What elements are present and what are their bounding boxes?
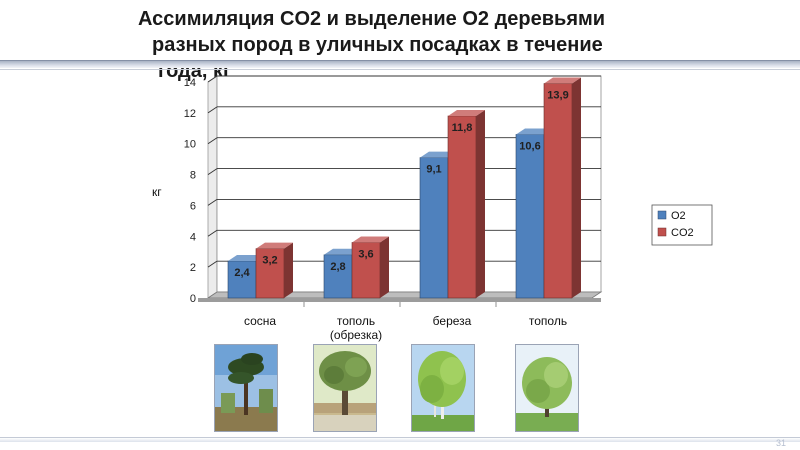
y-axis-title: кг xyxy=(152,185,162,199)
bar-o2-1 xyxy=(323,254,353,299)
chart-side-wall xyxy=(207,75,218,299)
gridline-side xyxy=(207,260,218,268)
gridline-side xyxy=(207,106,218,114)
bar-top-co2-3 xyxy=(544,77,581,84)
gridline-side xyxy=(207,229,218,237)
legend-box xyxy=(651,204,713,246)
y-tick-label: 4 xyxy=(190,231,196,243)
bar-side-co2-0 xyxy=(284,242,293,298)
bar-o2-3 xyxy=(515,134,545,299)
title-line-2: разных пород в уличных посадках в течени… xyxy=(152,34,603,56)
gridline-side xyxy=(207,168,218,175)
chart-floor-edge xyxy=(198,298,601,302)
bar-side-co2-1 xyxy=(380,236,389,298)
x-tick-label: тополь xyxy=(529,314,567,328)
y-tick-label: 14 xyxy=(184,77,196,89)
y-tick-label: 0 xyxy=(190,293,196,305)
data-label: 11,8 xyxy=(452,122,473,134)
bar-top-co2-1 xyxy=(352,236,389,243)
y-tick-label: 6 xyxy=(190,200,196,212)
page-number: 31 xyxy=(775,438,786,448)
slide-title: Ассимиляция CO2 и выделение O2 деревьями… xyxy=(120,6,760,84)
x-tick-label: (обрезка) xyxy=(330,328,382,342)
pine-photo xyxy=(214,344,278,432)
data-label: 2,8 xyxy=(330,261,345,273)
title-divider xyxy=(0,60,800,68)
pruned-poplar-photo xyxy=(313,344,377,432)
legend-swatch xyxy=(657,210,667,220)
data-label: 3,2 xyxy=(262,255,277,267)
title-divider-thin xyxy=(0,69,800,70)
y-tick-label: 12 xyxy=(184,108,196,120)
gridline-side xyxy=(207,199,218,206)
y-tick-label: 8 xyxy=(190,170,196,182)
data-label: 2,4 xyxy=(234,267,250,279)
bar-co2-1 xyxy=(351,242,381,299)
data-label: 3,6 xyxy=(358,248,373,260)
y-tick-label: 10 xyxy=(184,139,196,151)
bar-top-co2-2 xyxy=(448,109,485,116)
gridline-side xyxy=(207,75,218,83)
title-line-1: Ассимиляция CO2 и выделение O2 деревьями xyxy=(138,8,606,30)
bar-co2-0 xyxy=(255,248,285,299)
data-label: 9,1 xyxy=(426,164,441,176)
data-label: 10,6 xyxy=(519,140,540,152)
bar-co2-2 xyxy=(447,115,477,299)
bar-side-co2-3 xyxy=(572,77,581,299)
x-tick-label: сосна xyxy=(244,314,276,328)
x-tick-label: береза xyxy=(433,314,472,328)
bar-co2-3 xyxy=(543,83,573,299)
footer-divider xyxy=(0,437,800,442)
legend-swatch xyxy=(657,227,667,237)
y-tick-label: 2 xyxy=(190,262,196,274)
birch-photo xyxy=(411,344,475,432)
legend-label: CO2 xyxy=(671,227,694,239)
poplar-photo xyxy=(515,344,579,432)
legend-label: O2 xyxy=(671,210,686,222)
bar-top-co2-0 xyxy=(256,242,293,249)
bar-side-co2-2 xyxy=(476,109,485,298)
gridline-side xyxy=(207,137,218,145)
data-label: 13,9 xyxy=(547,90,568,102)
bar-o2-2 xyxy=(419,157,449,299)
x-tick-label: тополь xyxy=(337,314,375,328)
